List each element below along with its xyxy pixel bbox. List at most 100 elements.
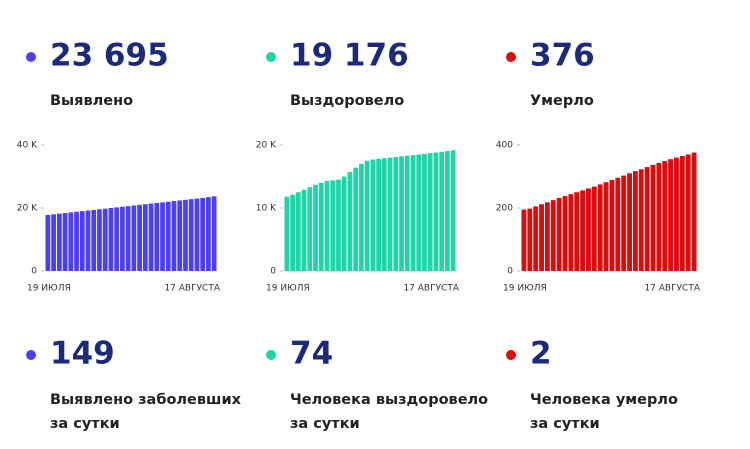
- daily-label: за сутки: [530, 416, 600, 432]
- bar: [650, 164, 656, 271]
- bar: [62, 213, 68, 271]
- bar: [364, 160, 370, 271]
- daily-label: Человека умерло: [530, 392, 678, 408]
- bar: [603, 182, 609, 271]
- bar: [370, 159, 376, 271]
- bar: [615, 177, 621, 271]
- bar: [422, 153, 427, 271]
- bar: [68, 212, 74, 271]
- dot: [506, 350, 516, 360]
- dot: [26, 350, 36, 360]
- bar: [621, 175, 627, 271]
- bar: [387, 157, 393, 271]
- y-tick-label: 20 K: [17, 204, 38, 214]
- bar: [142, 204, 148, 271]
- x-tick-label: 17 АВГУСТА: [403, 284, 459, 294]
- bar: [527, 208, 533, 271]
- bar: [679, 156, 685, 271]
- bar: [171, 201, 177, 271]
- dot: [506, 52, 516, 62]
- bar: [102, 208, 108, 271]
- total-number: 376: [530, 38, 595, 74]
- bar: [165, 201, 171, 271]
- bar: [125, 206, 131, 271]
- bar: [74, 211, 79, 271]
- bar: [324, 180, 330, 271]
- bar: [591, 186, 597, 271]
- bar: [97, 209, 102, 271]
- daily-label: за сутки: [290, 416, 360, 432]
- daily-number: 149: [50, 336, 115, 372]
- bar: [51, 214, 56, 271]
- daily-label: за сутки: [50, 416, 120, 432]
- bar: [416, 154, 422, 271]
- bar: [632, 171, 638, 271]
- daily-number: 74: [290, 336, 333, 372]
- total-label: Выявлено: [50, 93, 133, 109]
- bar: [393, 156, 399, 271]
- x-tick-label: 17 АВГУСТА: [164, 284, 220, 294]
- bar: [353, 167, 359, 271]
- bar: [359, 163, 364, 271]
- x-tick-label: 19 ИЮЛЯ: [503, 284, 547, 294]
- bar: [399, 156, 404, 271]
- total-number: 19 176: [290, 38, 409, 74]
- bar: [336, 179, 341, 271]
- y-tick-label: 0: [507, 267, 513, 277]
- bar: [154, 202, 160, 271]
- bar: [188, 199, 194, 271]
- bar: [200, 197, 206, 271]
- bar: [521, 209, 527, 271]
- bar: [433, 152, 439, 271]
- bar: [550, 200, 556, 271]
- y-tick-label: 20 K: [256, 141, 277, 151]
- bar: [206, 197, 211, 271]
- daily-label: Человека выздоровело: [290, 392, 488, 408]
- bar: [539, 204, 544, 271]
- bar: [404, 155, 410, 271]
- bar: [211, 196, 217, 271]
- bar: [160, 202, 165, 271]
- bar: [307, 187, 313, 271]
- bar: [674, 157, 679, 271]
- bar: [574, 192, 580, 271]
- y-tick-label: 200: [496, 204, 513, 214]
- total-label: Умерло: [530, 93, 594, 109]
- bar: [137, 204, 142, 271]
- bar: [108, 208, 114, 271]
- bar: [668, 159, 674, 271]
- bar: [45, 214, 51, 271]
- bar: [194, 198, 200, 271]
- bar: [120, 206, 125, 271]
- bar: [79, 211, 85, 271]
- bar: [586, 188, 591, 271]
- bar: [290, 194, 295, 271]
- bar: [85, 210, 91, 271]
- dot: [266, 350, 276, 360]
- bar: [330, 180, 336, 271]
- y-tick-label: 400: [496, 141, 513, 151]
- bar: [556, 197, 562, 271]
- bar: [597, 184, 603, 271]
- bar: [609, 179, 615, 271]
- total-number: 23 695: [50, 38, 169, 74]
- bar: [148, 203, 154, 271]
- bar: [313, 184, 318, 271]
- bar: [347, 172, 353, 271]
- bar: [544, 202, 550, 271]
- total-label: Выздоровело: [290, 93, 404, 109]
- bar: [656, 162, 662, 271]
- y-tick-label: 0: [270, 267, 276, 277]
- y-tick-label: 40 K: [17, 141, 38, 151]
- bar: [284, 196, 290, 271]
- bar: [301, 189, 307, 271]
- bar: [183, 199, 188, 271]
- bar: [376, 158, 381, 271]
- bar: [439, 151, 445, 271]
- dot: [266, 52, 276, 62]
- daily-number: 2: [530, 336, 552, 372]
- bar: [91, 209, 97, 271]
- dot: [26, 52, 36, 62]
- x-tick-label: 17 АВГУСТА: [644, 284, 700, 294]
